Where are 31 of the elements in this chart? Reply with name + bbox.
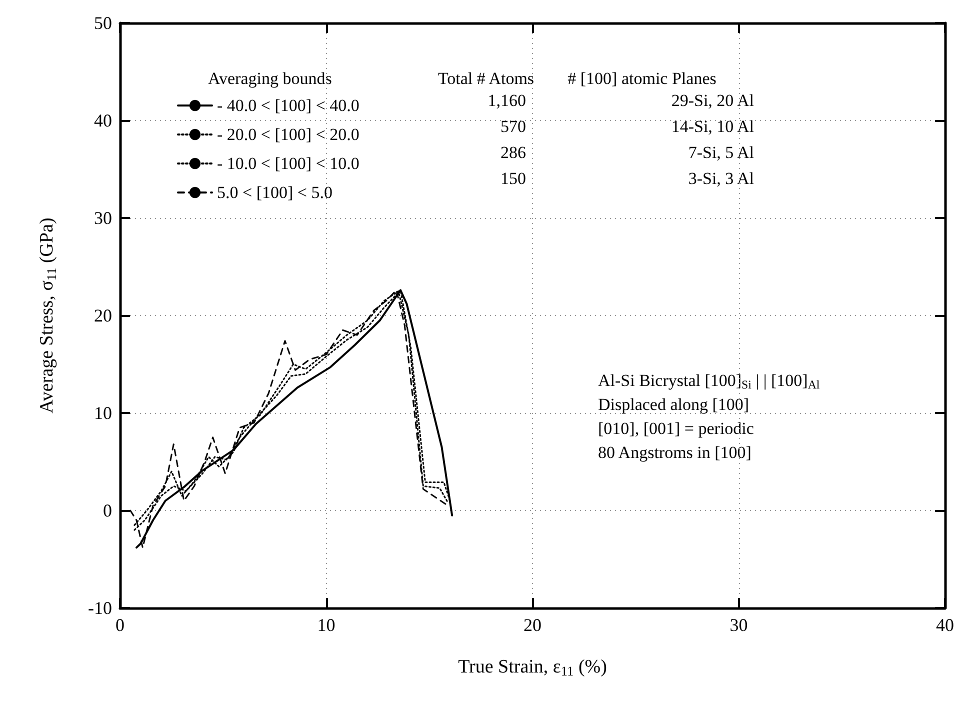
legend-label: - 20.0 < [100] < 20.0	[217, 125, 360, 144]
annotation: 3-Si, 3 Al	[688, 169, 754, 188]
x-tick-label: 40	[936, 615, 954, 635]
annotation: 80 Angstroms in [100]	[598, 443, 752, 462]
x-tick-label: 30	[730, 615, 748, 635]
y-tick-label: 20	[94, 306, 112, 326]
legend-label: 5.0 < [100] < 5.0	[217, 183, 332, 202]
annotation: Displaced along [100]	[598, 395, 750, 414]
y-tick-label: 40	[94, 110, 112, 130]
annotation: 150	[500, 169, 526, 188]
y-tick-label: 10	[94, 403, 112, 423]
annotation: 29-Si, 20 Al	[671, 91, 754, 110]
y-tick-label: 50	[94, 13, 112, 33]
x-tick-label: 20	[524, 615, 542, 635]
y-axis-title: Average Stress, σ11 (GPa)	[36, 218, 59, 414]
annotation: 286	[500, 143, 526, 162]
annotation: 14-Si, 10 Al	[671, 117, 754, 136]
annotation: [010], [001] = periodic	[598, 419, 754, 438]
legend-label: - 10.0 < [100] < 10.0	[217, 154, 360, 173]
x-tick-label: 10	[317, 615, 336, 635]
y-tick-label: -10	[88, 598, 112, 618]
legend-label: - 40.0 < [100] < 40.0	[217, 96, 360, 115]
legend-title: Averaging bounds	[208, 69, 332, 88]
annotation: Total # Atoms	[438, 69, 534, 88]
y-tick-label: 30	[94, 208, 112, 228]
x-tick-label: 0	[116, 615, 124, 635]
y-tick-label: 0	[103, 500, 112, 520]
annotation: 7-Si, 5 Al	[688, 143, 754, 162]
annotation: 570	[500, 117, 526, 136]
annotation: # [100] atomic Planes	[568, 69, 716, 88]
annotation: 1,160	[488, 91, 526, 110]
